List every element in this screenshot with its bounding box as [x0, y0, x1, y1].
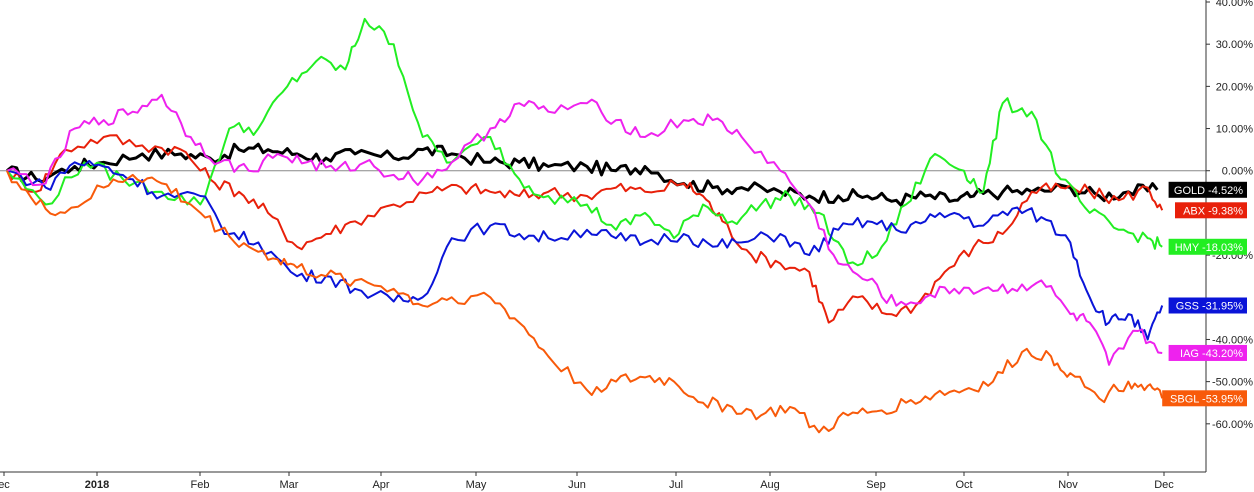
- value-tag-box: [1162, 390, 1247, 407]
- y-tick-label: 10.00%: [1216, 124, 1254, 136]
- x-tick-label: Nov: [1058, 479, 1078, 491]
- series-line-abx: [6, 134, 1164, 324]
- y-tick-label: 30.00%: [1216, 39, 1254, 51]
- series-value-tags: GOLD -4.52% ABX -9.38% HMY -18.03% GSS -31.…: [1162, 181, 1247, 407]
- value-tag-box: [1168, 344, 1247, 361]
- value-tag-gold: GOLD -4.52%: [1168, 181, 1247, 198]
- y-tick-label: 40.00%: [1216, 0, 1254, 9]
- value-tag-sbgl: SBGL -53.95%: [1162, 390, 1247, 407]
- x-tick-label: May: [466, 479, 487, 491]
- x-tick-label: Apr: [372, 479, 389, 491]
- value-tag-label: GSS -31.95%: [1176, 300, 1243, 312]
- x-tick-label: Jul: [669, 479, 683, 491]
- value-tag-iag: IAG -43.20%: [1168, 344, 1247, 361]
- x-tick-label: ec: [0, 479, 10, 491]
- x-tick-label: Dec: [1154, 479, 1174, 491]
- series-line-sbgl: [6, 170, 1164, 434]
- value-tag-label: ABX -9.38%: [1183, 205, 1243, 217]
- series-line-hmy: [6, 17, 1163, 267]
- x-tick-label: 2018: [85, 479, 109, 491]
- value-tag-gss: GSS -31.95%: [1168, 297, 1247, 314]
- y-tick-label: -50.00%: [1212, 377, 1253, 389]
- value-tag-box: [1168, 181, 1247, 198]
- value-tag-label: SBGL -53.95%: [1170, 393, 1243, 405]
- x-tick-label: Mar: [280, 479, 299, 491]
- value-tag-abx: ABX -9.38%: [1175, 202, 1247, 219]
- y-tick-label: 20.00%: [1216, 81, 1254, 93]
- series-line-gss: [6, 159, 1164, 341]
- value-tag-label: IAG -43.20%: [1180, 348, 1243, 360]
- y-tick-label: -40.00%: [1212, 334, 1253, 346]
- x-tick-label: Jun: [568, 479, 586, 491]
- series-line-iag: [6, 93, 1163, 366]
- value-tag-hmy: HMY -18.03%: [1168, 238, 1247, 255]
- value-tag-box: [1168, 297, 1247, 314]
- value-tag-box: [1168, 238, 1247, 255]
- x-tick-label: Aug: [760, 479, 780, 491]
- x-tick-label: Oct: [955, 479, 972, 491]
- value-tag-label: GOLD -4.52%: [1174, 185, 1243, 197]
- x-tick-label: Sep: [866, 479, 886, 491]
- plot-area: [0, 17, 1206, 434]
- x-tick-label: Feb: [191, 479, 210, 491]
- y-tick-label: 0.00%: [1222, 166, 1253, 178]
- series-line-gold: [6, 142, 1159, 207]
- y-tick-label: -60.00%: [1212, 419, 1253, 431]
- value-tag-box: [1175, 202, 1247, 219]
- value-tag-label: HMY -18.03%: [1175, 242, 1243, 254]
